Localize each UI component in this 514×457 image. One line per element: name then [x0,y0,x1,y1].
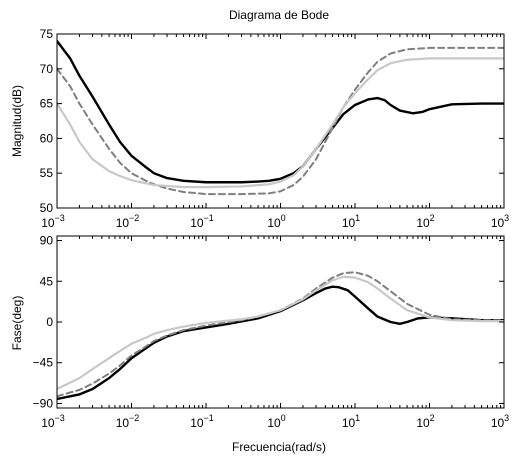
frequency-xlabel: Frecuencia(rad/s) [232,440,326,454]
x-tick-label: 101 [342,413,360,430]
series-line-2 [57,46,504,196]
plot-frame [56,235,505,409]
chart-title: Diagrama de Bode [229,8,329,22]
x-tick-label: 10−3 [41,413,65,430]
y-tick-label: 65 [40,97,54,111]
y-tick-label: 55 [40,166,54,180]
magnitude-ylabel: Magnitud(dB) [10,85,24,157]
y-tick-label: 75 [40,27,54,41]
x-tick-label: 101 [342,213,360,230]
series-line-2 [57,271,504,398]
series-line-1 [57,285,504,401]
y-tick-label: −90 [33,396,54,410]
x-tick-label: 10−1 [190,213,214,230]
x-tick-label: 100 [267,413,285,430]
x-tick-label: 102 [416,213,434,230]
phase-panel: 10−3 10−2 10−1 100 101 102 103 −90 −45 0 45 90 [33,234,510,430]
series-line-1 [57,39,504,184]
x-tick-label: 102 [416,413,434,430]
y-tick-label: −45 [33,356,54,370]
x-tick-label: 103 [491,413,509,430]
y-tick-label: 90 [40,234,54,248]
y-tick-label: 70 [40,62,54,76]
series-line-3 [57,275,504,391]
y-tick-label: 50 [40,201,54,215]
y-tick-label: 0 [46,315,53,329]
x-tick-label: 103 [491,213,509,230]
x-tick-label: 100 [267,213,285,230]
phase-ylabel: Fase(deg) [10,296,24,351]
x-tick-label: 10−3 [41,213,65,230]
x-tick-label: 10−2 [116,413,140,430]
y-tick-label: 45 [40,274,54,288]
x-tick-label: 10−2 [116,213,140,230]
magnitude-panel: 10−3 10−2 10−1 100 101 102 103 50 55 60 65 70 75 [40,27,510,230]
y-tick-label: 60 [40,131,54,145]
x-tick-label: 10−1 [190,413,214,430]
series-line-3 [57,57,504,189]
